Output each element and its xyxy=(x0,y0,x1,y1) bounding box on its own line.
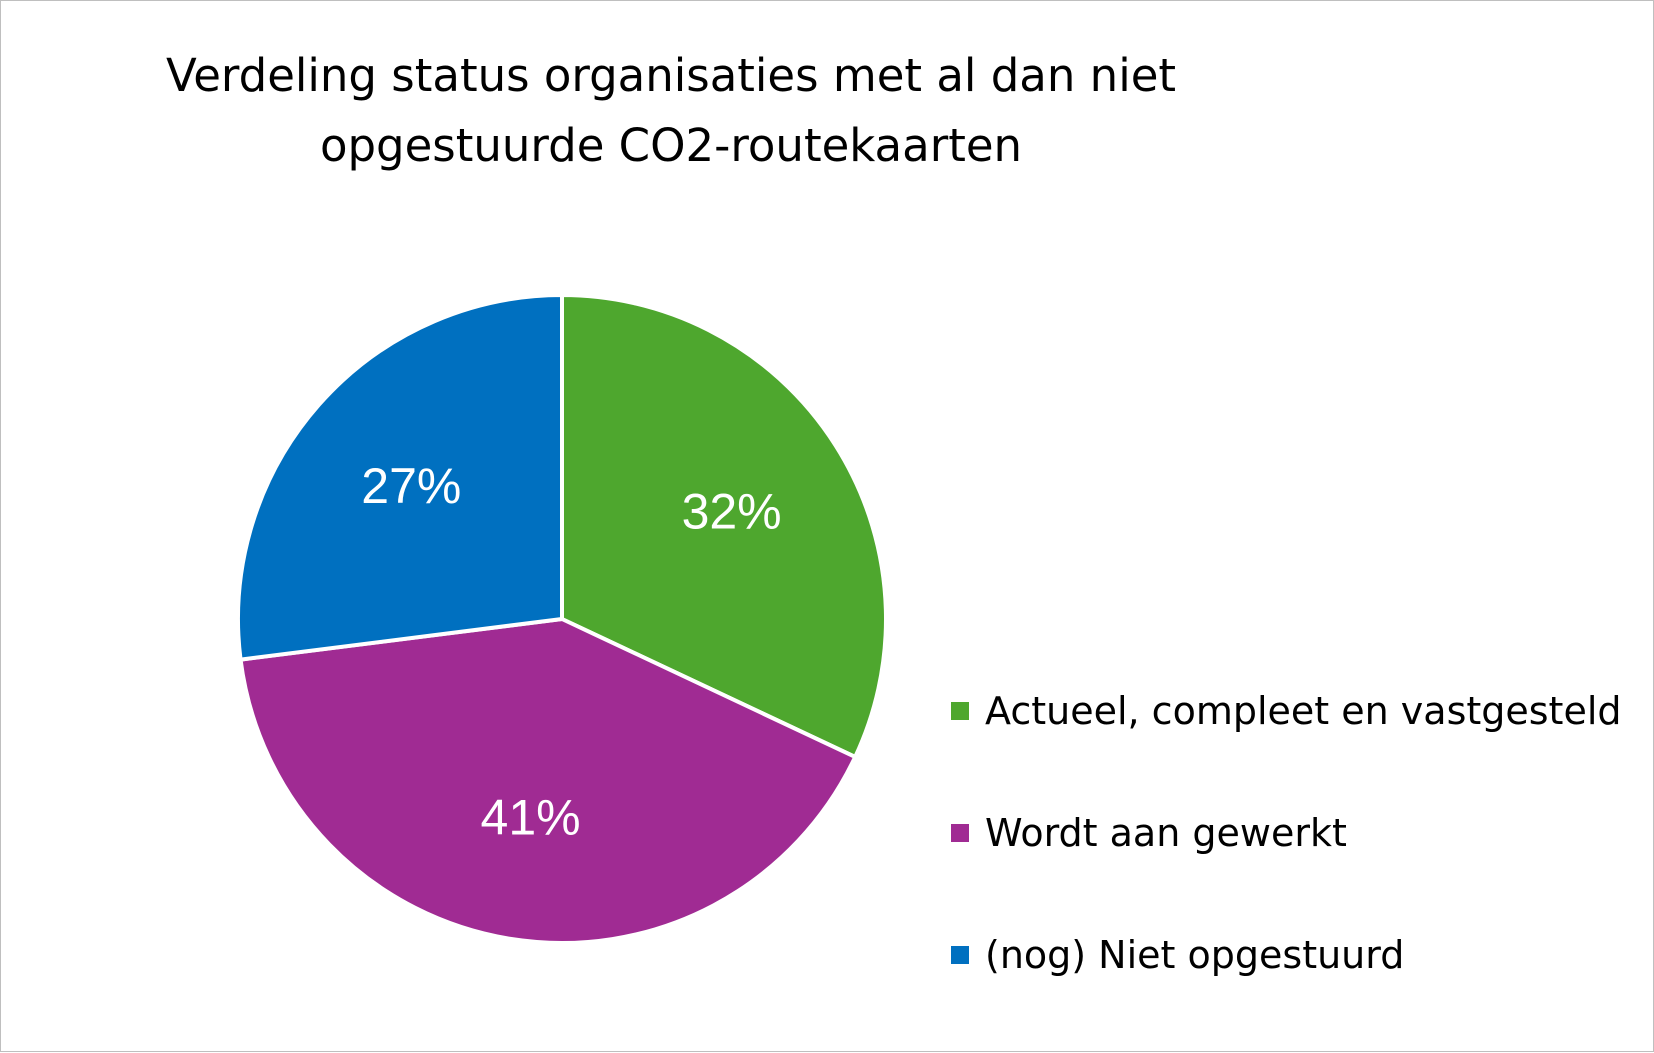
legend-item-niet-opgestuurd: (nog) Niet opgestuurd xyxy=(951,925,1622,985)
data-label-actueel: 32% xyxy=(682,483,782,539)
data-label-niet-opgestuurd: 27% xyxy=(361,458,461,514)
legend-label-actueel: Actueel, compleet en vastgesteld xyxy=(985,689,1622,733)
data-label-wordt-aan-gewerkt: 41% xyxy=(481,789,581,845)
legend: Actueel, compleet en vastgesteld Wordt a… xyxy=(951,681,1622,1047)
chart-title-line-1: Verdeling status organisaties met al dan… xyxy=(165,49,1177,102)
pie-slice-niet-opgestuurd xyxy=(236,293,564,662)
legend-label-niet-opgestuurd: (nog) Niet opgestuurd xyxy=(985,933,1405,977)
legend-swatch-wordt-aan-gewerkt xyxy=(951,824,969,842)
legend-swatch-niet-opgestuurd xyxy=(951,946,969,964)
chart-title-line-2: opgestuurde CO2-routekaarten xyxy=(319,119,1023,172)
legend-item-wordt-aan-gewerkt: Wordt aan gewerkt xyxy=(951,803,1622,863)
pie-slice-actueel xyxy=(560,293,888,759)
legend-item-actueel: Actueel, compleet en vastgesteld xyxy=(951,681,1622,741)
legend-swatch-actueel xyxy=(951,702,969,720)
pie-slice-wordt-aan-gewerkt xyxy=(238,617,858,945)
legend-label-wordt-aan-gewerkt: Wordt aan gewerkt xyxy=(985,811,1347,855)
chart-title: Verdeling status organisaties met al dan… xyxy=(141,41,1201,181)
